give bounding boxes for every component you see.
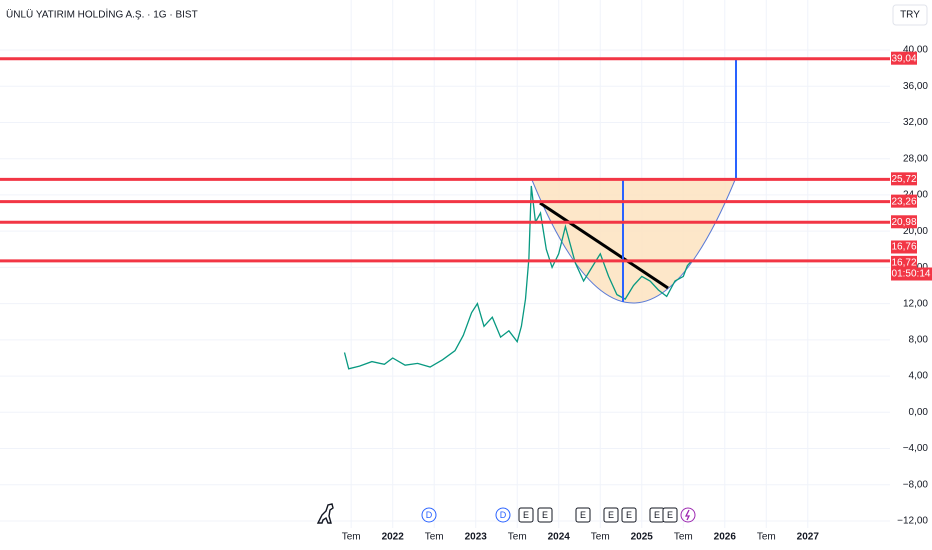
x-tick-label: 2027	[797, 532, 820, 543]
countdown-box	[891, 267, 932, 281]
x-tick-label: Tem	[591, 532, 610, 543]
event-icon	[662, 507, 678, 523]
event-label: E	[542, 510, 548, 520]
event-icon	[537, 507, 553, 523]
y-tick-label: 28,00	[903, 153, 928, 164]
y-tick-label: 32,00	[903, 117, 928, 128]
last-price-box	[891, 240, 917, 254]
dividend-icon	[680, 507, 696, 523]
event-icon	[603, 507, 619, 523]
level-label: 39,04	[891, 53, 916, 64]
level-label: 23,26	[891, 196, 916, 207]
event-label: E	[608, 510, 614, 520]
event-icon	[575, 507, 591, 523]
x-tick-label: Tem	[425, 532, 444, 543]
event-icon	[518, 507, 534, 523]
y-tick-label: 0,00	[909, 407, 929, 418]
y-tick-label: 36,00	[903, 81, 928, 92]
level-label-box	[891, 215, 917, 229]
event-label: E	[580, 510, 586, 520]
level-label-box	[891, 194, 917, 208]
x-tick-label: Tem	[508, 532, 527, 543]
event-icon	[421, 507, 437, 523]
logo	[316, 503, 334, 524]
overlay: 40,0036,0032,0028,0024,0020,0016,0012,00…	[0, 45, 932, 543]
price-line	[343, 185, 693, 370]
level-label-box	[891, 51, 917, 65]
level-label-box	[891, 255, 917, 269]
last-price-label: 16,76	[891, 242, 916, 253]
lightning	[684, 509, 691, 521]
countdown: 01:50:14	[892, 269, 931, 280]
event-label: E	[667, 510, 673, 520]
y-tick-label: −4,00	[903, 443, 929, 454]
event-icon	[495, 507, 511, 523]
x-tick-label: 2022	[382, 532, 405, 543]
y-tick-label: 20,00	[903, 226, 928, 237]
level-label-box	[891, 172, 917, 186]
grid	[0, 0, 890, 528]
y-tick-label: 8,00	[909, 334, 929, 345]
x-tick-label: 2025	[631, 532, 654, 543]
y-tick-label: 40,00	[903, 45, 928, 56]
event-label: D	[426, 510, 433, 520]
event-label: E	[626, 510, 632, 520]
x-tick-label: Tem	[757, 532, 776, 543]
event-label: D	[500, 510, 507, 520]
x-tick-label: 2024	[548, 532, 571, 543]
event-icon	[621, 507, 637, 523]
y-tick-label: 12,00	[903, 298, 928, 309]
y-tick-label: 4,00	[909, 371, 929, 382]
trend-line	[539, 201, 669, 290]
chart-title: ÜNLÜ YATIRIM HOLDİNG A.Ş. · 1G · BIST	[6, 8, 198, 21]
x-tick-label: Tem	[674, 532, 693, 543]
x-tick-label: 2023	[465, 532, 488, 543]
plot	[343, 185, 693, 370]
x-tick-label: 2026	[714, 532, 737, 543]
y-tick-label: −12,00	[897, 516, 928, 527]
level-label: 16,72	[891, 258, 916, 269]
level-label: 25,72	[891, 174, 916, 185]
x-tick-label: Tem	[342, 532, 361, 543]
currency-button[interactable]	[892, 4, 928, 26]
y-tick-label: −8,00	[903, 479, 929, 490]
event-label: E	[523, 510, 529, 520]
event-label: E	[654, 510, 660, 520]
currency[interactable]: TRY	[900, 10, 920, 21]
level-label: 20,98	[891, 217, 916, 228]
